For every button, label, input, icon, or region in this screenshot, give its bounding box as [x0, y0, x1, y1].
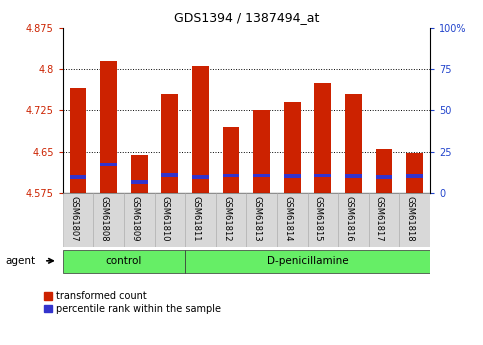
Text: control: control — [106, 256, 142, 266]
Text: GSM61813: GSM61813 — [253, 196, 262, 241]
Text: GSM61818: GSM61818 — [406, 196, 414, 241]
FancyBboxPatch shape — [246, 193, 277, 247]
Bar — [345, 94, 362, 193]
Bar — [284, 102, 300, 193]
Bar — [314, 174, 331, 177]
Bar — [376, 149, 392, 193]
Text: GSM61809: GSM61809 — [130, 196, 139, 241]
Text: D-penicillamine: D-penicillamine — [267, 256, 348, 266]
FancyBboxPatch shape — [63, 250, 185, 273]
Bar — [253, 110, 270, 193]
Text: GSM61816: GSM61816 — [344, 196, 354, 241]
Text: GSM61814: GSM61814 — [283, 196, 292, 241]
Legend: transformed count, percentile rank within the sample: transformed count, percentile rank withi… — [43, 291, 221, 314]
Text: GSM61812: GSM61812 — [222, 196, 231, 241]
Bar — [345, 174, 362, 178]
FancyBboxPatch shape — [124, 193, 155, 247]
Bar — [376, 175, 392, 179]
FancyBboxPatch shape — [338, 193, 369, 247]
Bar — [131, 180, 148, 184]
FancyBboxPatch shape — [216, 193, 246, 247]
Text: GSM61808: GSM61808 — [99, 196, 109, 241]
Text: GSM61811: GSM61811 — [191, 196, 200, 241]
Text: agent: agent — [5, 256, 35, 266]
Bar — [192, 175, 209, 179]
FancyBboxPatch shape — [277, 193, 308, 247]
Bar — [253, 174, 270, 177]
FancyBboxPatch shape — [369, 193, 399, 247]
Bar — [314, 83, 331, 193]
FancyBboxPatch shape — [155, 193, 185, 247]
Bar — [406, 174, 423, 178]
Bar — [100, 162, 117, 166]
Text: GSM61810: GSM61810 — [161, 196, 170, 241]
FancyBboxPatch shape — [185, 250, 430, 273]
Bar — [406, 153, 423, 193]
Bar — [70, 175, 86, 179]
Text: GSM61807: GSM61807 — [69, 196, 78, 241]
Bar — [284, 174, 300, 178]
Bar — [131, 155, 148, 193]
Bar — [161, 94, 178, 193]
Bar — [223, 127, 240, 193]
Bar — [70, 88, 86, 193]
Text: GSM61817: GSM61817 — [375, 196, 384, 241]
FancyBboxPatch shape — [308, 193, 338, 247]
Title: GDS1394 / 1387494_at: GDS1394 / 1387494_at — [174, 11, 319, 24]
Bar — [161, 173, 178, 177]
Text: GSM61815: GSM61815 — [314, 196, 323, 241]
FancyBboxPatch shape — [399, 193, 430, 247]
FancyBboxPatch shape — [185, 193, 216, 247]
Bar — [192, 66, 209, 193]
FancyBboxPatch shape — [93, 193, 124, 247]
Bar — [223, 174, 240, 177]
Bar — [100, 61, 117, 193]
FancyBboxPatch shape — [63, 193, 93, 247]
